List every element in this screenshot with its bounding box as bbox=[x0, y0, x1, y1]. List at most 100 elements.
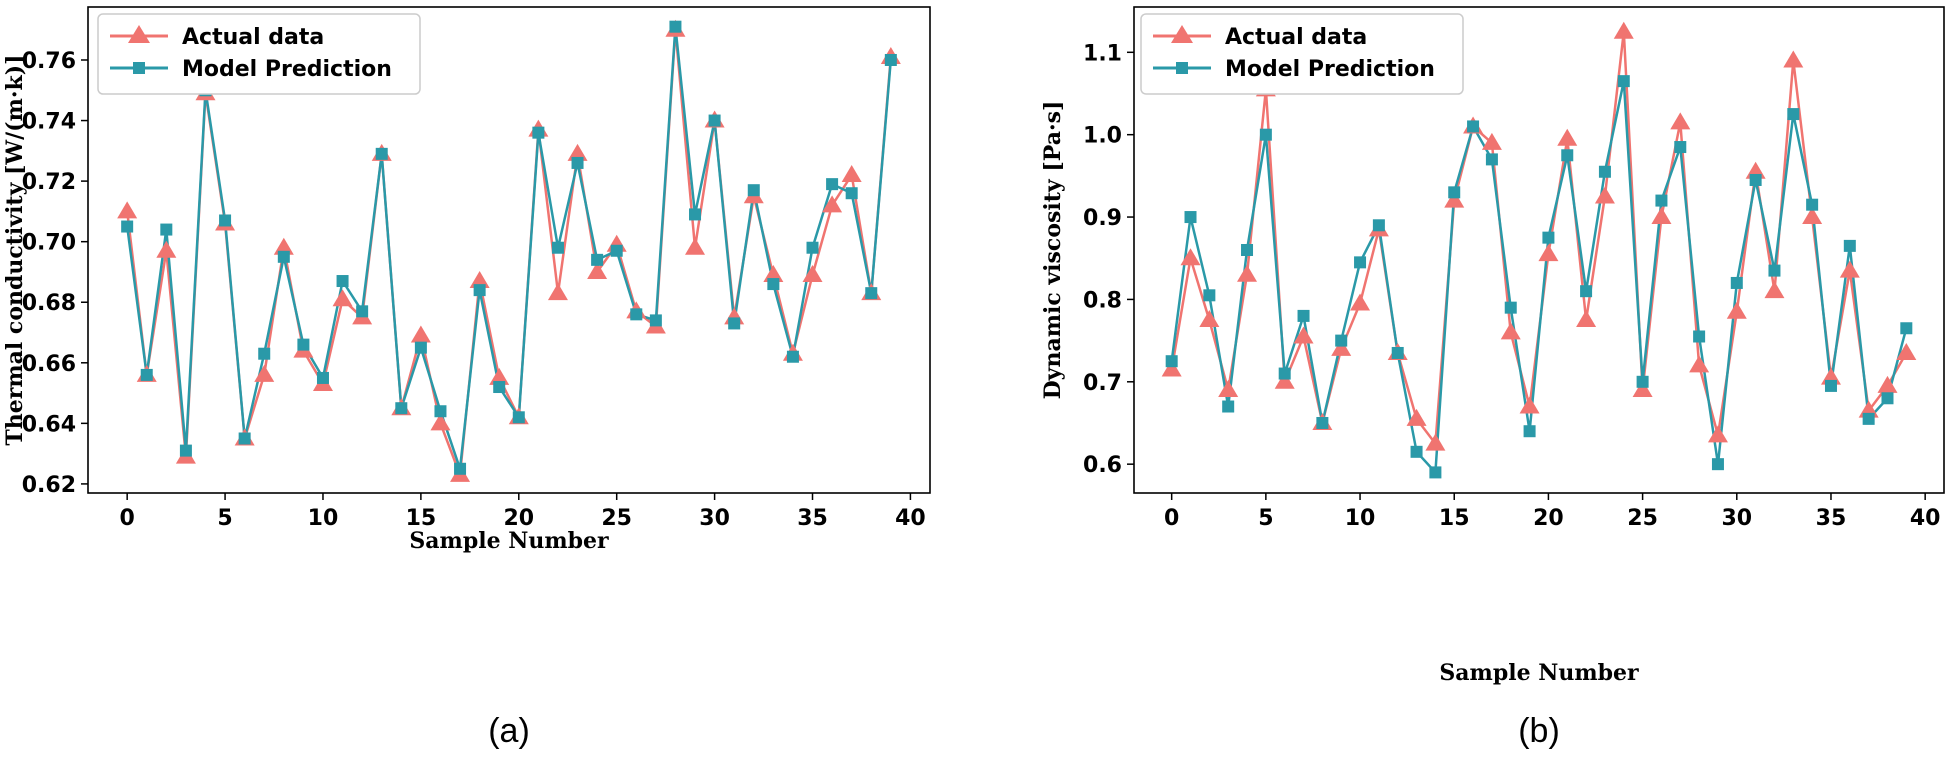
panel-a-y-tick-label: 0.64 bbox=[22, 412, 76, 437]
panel-a-point-predicted bbox=[454, 462, 467, 475]
panel-a-point-predicted bbox=[395, 402, 408, 415]
panel-b-point-actual bbox=[1519, 396, 1540, 414]
panel-a-point-predicted bbox=[845, 187, 858, 200]
panel-b-x-tick-label: 35 bbox=[1816, 506, 1847, 531]
panel-a: 0.62 0.64 0.66 0.68 0.70 0.72 0.74 0.76 0 5 10 15 2… bbox=[2, 6, 931, 750]
panel-a-point-predicted bbox=[434, 405, 447, 418]
panel-b-x-tick-label: 0 bbox=[1164, 506, 1179, 531]
panel-a-y-tick-label: 0.74 bbox=[22, 110, 76, 135]
panel-b-legend-label-actual: Actual data bbox=[1225, 25, 1367, 50]
panel-b-point-predicted bbox=[1354, 256, 1367, 269]
panel-b-point-predicted bbox=[1372, 219, 1385, 232]
panel-b-point-predicted bbox=[1241, 244, 1254, 256]
panel-a-x-tick-label: 30 bbox=[699, 506, 730, 531]
panel-b-point-actual bbox=[1425, 433, 1446, 451]
panel-b-point-predicted bbox=[1542, 231, 1555, 244]
panel-b-legend-box bbox=[1140, 13, 1464, 95]
panel-b-point-predicted bbox=[1222, 400, 1235, 413]
panel-a-point-actual bbox=[763, 264, 784, 282]
panel-b-caption: (b) bbox=[1518, 712, 1560, 750]
panel-a-point-predicted bbox=[121, 220, 134, 233]
panel-a-point-actual bbox=[332, 289, 353, 307]
panel-a-point-predicted bbox=[140, 368, 153, 381]
panel-a-series-lines bbox=[125, 25, 893, 477]
panel-a-point-predicted bbox=[493, 381, 506, 394]
panel-b-point-actual bbox=[1613, 21, 1634, 39]
panel-b-y-tick-label: 0.6 bbox=[1083, 453, 1122, 478]
panel-b: 0.6 0.7 0.8 0.9 1.0 1.1 0 5 10 15 20 25 30 35 40 Samp… bbox=[1040, 6, 1945, 750]
panel-b-point-actual bbox=[1576, 310, 1597, 328]
panel-a-x-tick-label: 10 bbox=[308, 506, 339, 531]
panel-a-point-predicted bbox=[786, 350, 799, 363]
panel-b-point-actual bbox=[1783, 50, 1804, 68]
panel-a-caption: (a) bbox=[488, 712, 530, 750]
panel-a-y-tick-label: 0.62 bbox=[22, 473, 76, 498]
panel-a-point-predicted bbox=[473, 284, 486, 297]
panel-b-y-tick-label: 0.9 bbox=[1083, 206, 1122, 231]
panel-a-point-predicted bbox=[316, 371, 329, 384]
panel-b-point-predicted bbox=[1391, 346, 1404, 359]
panel-b-y-axis-label: Dynamic viscosity [Pa·s] bbox=[1040, 101, 1066, 400]
panel-b-point-actual bbox=[1877, 375, 1898, 393]
panel-b-point-predicted bbox=[1806, 198, 1819, 211]
panel-a-point-predicted bbox=[591, 253, 604, 266]
panel-a-point-predicted bbox=[297, 338, 310, 351]
panel-b-y-tick-label: 1.1 bbox=[1083, 41, 1122, 66]
panel-b-x-tick-label: 25 bbox=[1627, 506, 1658, 531]
panel-a-legend-box bbox=[97, 13, 421, 95]
panel-b-legend: Actual data Model Prediction bbox=[1140, 13, 1464, 95]
panel-b-point-predicted bbox=[1184, 211, 1197, 224]
panel-a-point-predicted bbox=[551, 241, 564, 254]
panel-b-point-predicted bbox=[1561, 149, 1574, 162]
panel-a-y-tick-label: 0.66 bbox=[22, 352, 76, 377]
panel-b-point-actual bbox=[1896, 342, 1917, 360]
panel-b-point-actual bbox=[1726, 301, 1747, 319]
panel-a-point-actual bbox=[254, 364, 275, 382]
panel-a-point-predicted bbox=[238, 432, 251, 445]
panel-a-point-actual bbox=[410, 325, 431, 343]
panel-b-point-predicted bbox=[1749, 173, 1762, 186]
panel-a-x-tick-label: 25 bbox=[601, 506, 632, 531]
panel-a-series-markers bbox=[117, 19, 901, 482]
panel-b-point-predicted bbox=[1504, 301, 1517, 314]
panel-b-point-actual bbox=[1218, 380, 1239, 398]
panel-b-point-predicted bbox=[1165, 355, 1178, 368]
panel-b-point-predicted bbox=[1730, 276, 1743, 289]
panel-a-point-predicted bbox=[336, 275, 349, 288]
panel-a-y-ticks: 0.62 0.64 0.66 0.68 0.70 0.72 0.74 0.76 bbox=[22, 49, 88, 498]
panel-a-point-actual bbox=[156, 240, 177, 258]
panel-a-point-predicted bbox=[630, 308, 643, 321]
panel-b-point-actual bbox=[1707, 425, 1728, 443]
panel-a-legend: Actual data Model Prediction bbox=[97, 13, 421, 95]
panel-a-point-predicted bbox=[708, 114, 721, 127]
panel-b-legend-marker-predicted bbox=[1176, 62, 1188, 74]
panel-b-point-predicted bbox=[1674, 141, 1687, 154]
panel-a-line-predicted bbox=[125, 25, 893, 471]
panel-b-x-tick-label: 10 bbox=[1345, 506, 1376, 531]
panel-b-y-tick-label: 0.8 bbox=[1083, 288, 1122, 313]
panel-b-point-predicted bbox=[1900, 322, 1913, 335]
panel-b-point-predicted bbox=[1203, 289, 1216, 302]
panel-a-y-tick-label: 0.70 bbox=[22, 231, 76, 256]
panel-a-x-tick-label: 5 bbox=[217, 506, 232, 531]
panel-a-point-predicted bbox=[258, 347, 271, 360]
panel-b-legend-label-predicted: Model Prediction bbox=[1225, 57, 1435, 82]
panel-b-point-predicted bbox=[1843, 239, 1856, 252]
panel-b-legend-marker-actual bbox=[1171, 25, 1193, 43]
panel-b-point-predicted bbox=[1335, 334, 1348, 347]
panel-b-point-actual bbox=[1689, 355, 1710, 373]
panel-a-point-predicted bbox=[610, 244, 623, 257]
panel-b-point-predicted bbox=[1598, 165, 1611, 178]
panel-b-point-predicted bbox=[1410, 445, 1423, 458]
panel-b-point-actual bbox=[1538, 244, 1559, 262]
panel-b-point-actual bbox=[1331, 338, 1352, 356]
panel-a-point-predicted bbox=[649, 314, 662, 327]
panel-a-point-predicted bbox=[375, 147, 388, 160]
panel-a-point-actual bbox=[430, 413, 451, 431]
panel-a-point-actual bbox=[685, 237, 706, 255]
panel-b-point-actual bbox=[1444, 190, 1465, 208]
panel-b-point-actual bbox=[1802, 207, 1823, 225]
panel-a-point-predicted bbox=[512, 411, 525, 424]
panel-b-point-actual bbox=[1180, 248, 1201, 266]
panel-a-x-tick-label: 20 bbox=[503, 506, 534, 531]
